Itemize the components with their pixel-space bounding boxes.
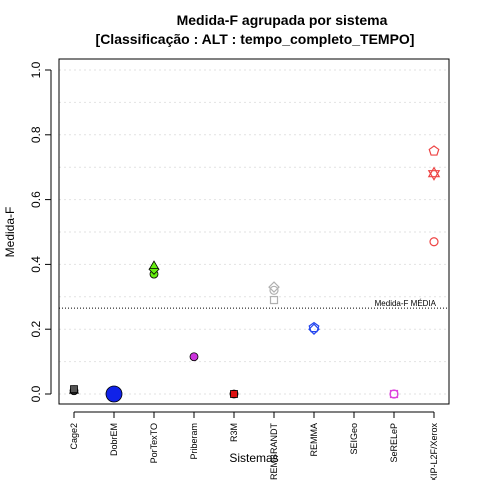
grid-lines <box>59 69 449 395</box>
x-tick-label: XIP-L2F/Xerox <box>429 423 439 480</box>
plot-frame <box>58 58 450 405</box>
y-axis-label: Medida-F <box>3 207 17 258</box>
data-point <box>308 321 320 333</box>
data-point <box>269 285 279 295</box>
y-tick-label: 0.0 <box>29 385 43 402</box>
x-tick-label: REMMA <box>309 423 319 457</box>
x-tick-label: REMBRANDT <box>269 423 279 480</box>
data-point <box>389 389 399 399</box>
y-tick-label: 0.4 <box>29 256 43 273</box>
y-tick-label: 1.0 <box>29 61 43 78</box>
data-point <box>269 295 279 305</box>
x-tick-label: SEIGeo <box>349 423 359 455</box>
y-axis: 0.0 0.2 0.4 0.6 0.8 1.0 <box>29 61 52 402</box>
data-point <box>230 390 238 398</box>
data-point <box>428 145 440 156</box>
mean-reference-label: Medida-F MÉDIA <box>375 299 437 308</box>
reference-line-group: Medida-F MÉDIA <box>59 299 449 309</box>
data-point <box>148 260 160 269</box>
x-tick-label: SeRELeP <box>389 423 399 463</box>
y-tick-label: 0.2 <box>29 321 43 338</box>
chart-subtitle: [Classificação : ALT : tempo_completo_TE… <box>96 31 415 47</box>
x-tick-label: Priberam <box>189 423 199 460</box>
data-point <box>427 166 441 178</box>
x-axis: Cage2 DobrEM PorTexTO Priberam R3M REMBRANDT R… <box>69 411 439 480</box>
x-axis-label: Sistemas <box>229 451 278 465</box>
y-tick-label: 0.6 <box>29 191 43 208</box>
y-tick-label: 0.8 <box>29 126 43 143</box>
chart-title: Medida-F agrupada por sistema <box>177 12 388 28</box>
data-point <box>427 170 441 181</box>
data-point <box>268 281 280 293</box>
x-tick-label: DobrEM <box>109 423 119 456</box>
data-points <box>68 145 441 403</box>
data-point <box>105 385 123 403</box>
data-point <box>308 323 320 336</box>
data-point <box>429 237 439 247</box>
x-tick-label: Cage2 <box>69 423 79 450</box>
data-point <box>70 385 78 394</box>
x-tick-label: PorTexTO <box>149 423 159 463</box>
data-point <box>189 352 199 362</box>
x-tick-label: R3M <box>229 423 239 442</box>
